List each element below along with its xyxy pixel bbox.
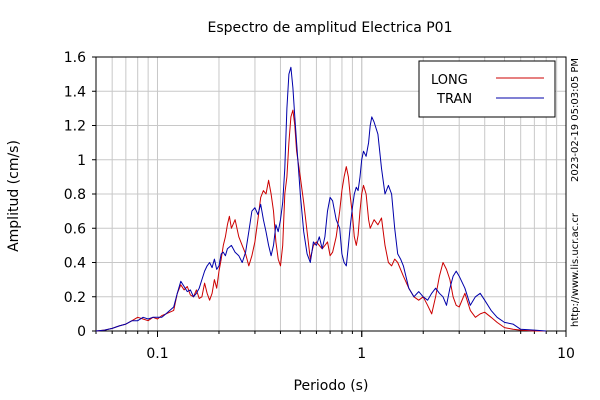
y-tick-label: 0.4 — [64, 256, 86, 272]
chart-title: Espectro de amplitud Electrica P01 — [208, 20, 453, 36]
y-tick-label: 1 — [77, 153, 86, 169]
legend-box — [418, 60, 556, 118]
y-tick-label: 0.2 — [64, 290, 86, 306]
series-line-tran — [95, 66, 547, 332]
legend: LONG TRAN — [418, 60, 556, 118]
y-tick-label: 0 — [77, 324, 86, 340]
x-tick-label: 10 — [557, 346, 575, 362]
timestamp-text: 2023-02-19 05:03:05 PM — [570, 58, 581, 182]
website-text: http://www.lis.ucr.ac.cr — [570, 212, 581, 327]
legend-label-tran: TRAN — [436, 92, 472, 107]
y-axis-label: Amplitud (cm/s) — [6, 140, 22, 252]
series-line-long — [95, 109, 547, 332]
y-tick-label: 0.8 — [64, 187, 86, 203]
y-tick-label: 1.6 — [64, 50, 86, 66]
legend-label-long: LONG — [431, 73, 468, 88]
series-lines — [95, 66, 547, 332]
y-tick-label: 0.6 — [64, 221, 86, 237]
y-tick-label: 1.2 — [64, 119, 86, 135]
y-axis-ticks: 0 0.2 0.4 0.6 0.8 1 1.2 1.4 1.6 — [64, 50, 96, 340]
x-tick-label: 0.1 — [146, 346, 168, 362]
x-axis-label: Periodo (s) — [294, 378, 369, 394]
x-axis-ticks: 0.1 1 10 — [95, 331, 575, 362]
x-tick-label: 1 — [357, 346, 366, 362]
y-tick-label: 1.4 — [64, 84, 86, 100]
